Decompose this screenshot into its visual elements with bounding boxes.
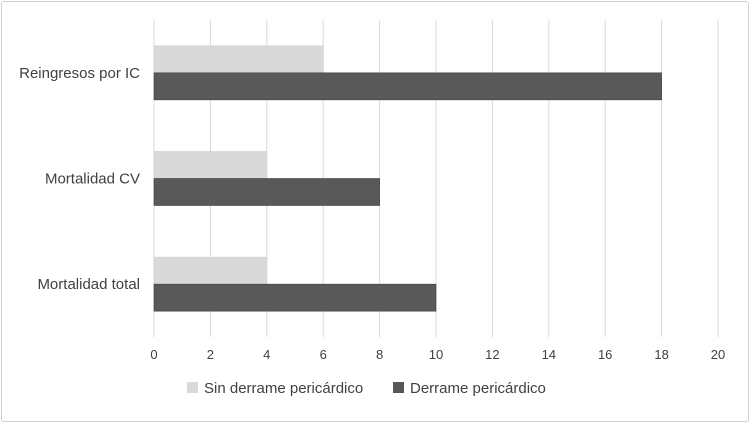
x-tick-label: 20: [711, 347, 725, 362]
x-tick-label: 16: [598, 347, 612, 362]
bar: [153, 45, 324, 74]
legend-swatch: [393, 382, 404, 393]
x-tick-label: 4: [263, 347, 270, 362]
legend-label: Derrame pericárdico: [410, 380, 546, 397]
x-tick-label: 8: [376, 347, 383, 362]
x-tick-label: 18: [654, 347, 668, 362]
x-tick-label: 10: [429, 347, 443, 362]
bar: [153, 72, 662, 101]
bar: [153, 256, 268, 285]
x-tick-label: 2: [207, 347, 214, 362]
x-tick-label: 14: [542, 347, 556, 362]
bar: [153, 151, 268, 179]
legend-swatch: [187, 382, 198, 393]
legend-label: Sin derrame pericárdico: [204, 380, 363, 397]
category-label: Mortalidad CV: [45, 171, 140, 188]
bar: [153, 178, 380, 206]
x-tick-labels: 0 2 4 6 8 10 12 14 16 18 20: [150, 347, 725, 362]
bar: [153, 283, 437, 312]
legend: Sin derrame pericárdico Derrame pericárdi…: [187, 380, 546, 397]
x-tick-label: 6: [320, 347, 327, 362]
category-label: Mortalidad total: [37, 276, 140, 293]
x-tick-label: 12: [485, 347, 499, 362]
category-labels: Reingresos por IC Mortalidad CV Mortalidad…: [19, 65, 140, 293]
category-label: Reingresos por IC: [19, 65, 140, 82]
bars: [153, 45, 662, 312]
x-tick-label: 0: [150, 347, 157, 362]
